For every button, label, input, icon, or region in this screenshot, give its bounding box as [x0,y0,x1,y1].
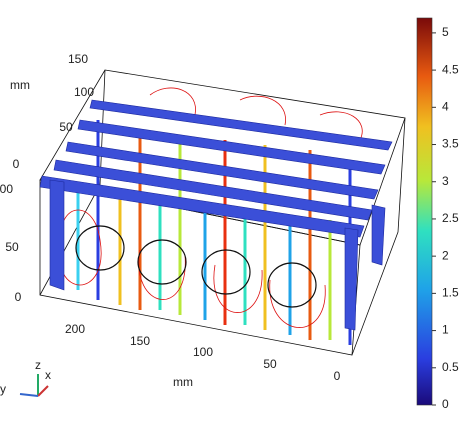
streamlines [58,87,363,328]
width-tick: 0 [334,369,341,383]
colorbar [416,17,433,406]
height-tick: 0 [15,290,22,304]
box-side [351,117,406,356]
axis-labels: 150 100 50 0 mm 100 50 0 200 150 100 50 … [0,52,341,389]
colorbar-tick-label: 2 [442,248,449,262]
plates [39,99,393,331]
colorbar-tick-label: 3 [442,174,449,188]
colorbar-tick-label: 1.5 [442,286,459,300]
colorbar-tick-label: 2.5 [442,211,459,225]
triad-label: y [0,382,6,396]
depth-tick: 0 [13,157,20,171]
width-unit: mm [173,375,193,389]
depth-tick: 150 [68,52,88,66]
colorbar-tick-label: 1 [442,323,449,337]
height-tick: 50 [5,240,19,254]
colorbar-tick-label: 0 [442,397,449,411]
depth-tick: 50 [59,120,73,134]
geometry [39,69,406,356]
depth-unit: mm [10,78,30,92]
colorbar-ticks: 0 0.5 1 1.5 2 2.5 3 3.5 4 4.5 5 [432,25,459,411]
triad: z x y [0,358,51,397]
width-tick: 50 [263,357,277,371]
depth-tick: 100 [74,85,94,99]
width-tick: 150 [130,334,150,348]
colorbar-tick-label: 4.5 [442,62,459,76]
triad-label: x [45,368,51,382]
colorbar-tick-label: 5 [442,25,449,39]
height-tick: 100 [0,182,13,196]
width-tick: 100 [193,345,213,359]
triad-label: z [35,358,41,372]
colorbar-tick-label: 3.5 [442,137,459,151]
coils [75,225,317,308]
colorbar-tick-label: 4 [442,99,449,113]
width-tick: 200 [65,322,85,336]
colorbar-tick-label: 0.5 [442,360,459,374]
